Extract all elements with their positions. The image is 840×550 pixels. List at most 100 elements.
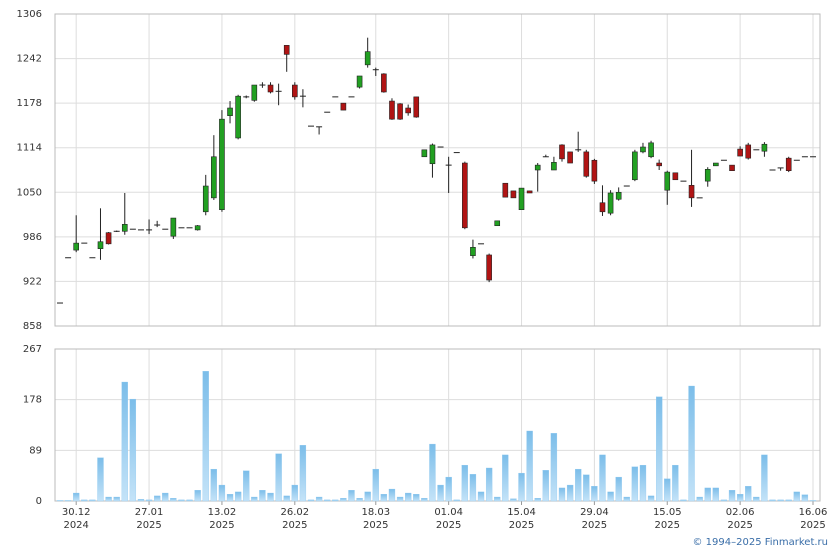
x-tick-label: 18.03 2025 [361,507,390,531]
candle-body [761,143,768,152]
candle-body [534,164,541,171]
candle-body [364,51,371,66]
candle-body [235,95,241,139]
volume-bar [583,474,590,502]
volume-bar [97,457,104,502]
volume-bar [56,500,64,502]
candle-body [389,100,395,120]
volume-bar [485,467,493,502]
volume-bar [728,490,736,502]
x-tick-label: 29.04 2025 [580,507,609,531]
volume-bar [647,495,655,502]
candle-body [591,159,598,182]
volume-bar [372,468,379,502]
volume-bar [356,498,363,502]
volume-bar [421,498,428,502]
volume-bar [113,496,120,502]
candle-body [292,84,298,98]
volume-bar [186,499,193,502]
volume-bar [704,487,711,502]
candle-body [502,182,509,198]
candle-body [202,185,209,213]
volume-bar [599,454,606,502]
volume-bar [64,500,72,502]
volume-bar [445,476,452,502]
candle-body [356,75,363,88]
candle-body [583,151,590,177]
candle-body [405,107,411,114]
price-frame [54,13,821,327]
volume-bar [745,486,752,502]
volume-bar [315,496,323,502]
volume-bar [575,468,582,502]
candle-body [526,190,533,194]
volume-bar [518,472,525,502]
volume-bar [121,381,128,502]
volume-bar [429,443,436,502]
volume-bar [477,491,485,502]
volume-bar [162,492,169,502]
candle-body [421,149,428,158]
y-tick-label: 1242 [17,54,42,65]
volume-bar [105,496,112,502]
candle-body [745,144,752,159]
volume-bar [607,491,614,502]
y-tick-label: 1306 [17,9,42,20]
candle-body [105,232,112,245]
volume-tick-label: 178 [23,395,42,406]
candle-body [219,118,225,210]
volume-bar [680,499,687,502]
volume-bar [542,470,549,502]
candle-body [397,103,403,120]
volume-bar [785,499,792,502]
candle-body [194,225,201,231]
volume-bar [129,398,137,502]
volume-bar [664,478,671,502]
candle-body [227,107,233,116]
volume-bar [218,484,226,502]
volume-bar [656,396,663,502]
candle-body [462,162,468,229]
x-tick-label: 26.02 2025 [280,507,309,531]
x-tick-label: 15.05 2025 [653,507,682,531]
volume-bar [769,499,776,502]
candle-body [656,162,662,167]
y-tick-label: 1114 [17,143,42,154]
volume-bar [558,487,566,502]
volume-bar [753,496,760,502]
candle-body [607,192,614,214]
volume-bar [534,498,541,502]
volume-bar [226,494,234,502]
y-tick-label: 1050 [17,187,42,198]
volume-bar [639,464,647,502]
candle-body [340,102,347,111]
volume-bar [243,470,250,502]
candle-body [648,142,654,158]
volume-bar [388,488,396,502]
volume-bar [259,490,266,502]
x-tick-label: 27.01 2025 [135,507,164,531]
candle-body [615,191,622,200]
volume-bar [154,495,161,502]
volume-bar [591,486,598,502]
volume-bar [672,464,679,502]
volume-bar [380,494,388,502]
volume-bar [251,496,258,502]
y-tick-label: 922 [23,276,42,287]
volume-bar [413,494,420,502]
candle-body [211,156,217,199]
volume-bar [170,498,177,502]
volume-bar [502,454,509,502]
x-tick-label: 15.04 2025 [507,507,536,531]
candle-body [664,171,671,191]
volume-bar [623,496,630,502]
candle-body [737,148,743,157]
candle-body [729,164,735,171]
volume-bar [291,484,298,502]
candle-body [518,187,525,210]
volume-bar [736,494,744,502]
x-tick-label: 02.06 2025 [726,507,755,531]
volume-bar [801,494,809,502]
